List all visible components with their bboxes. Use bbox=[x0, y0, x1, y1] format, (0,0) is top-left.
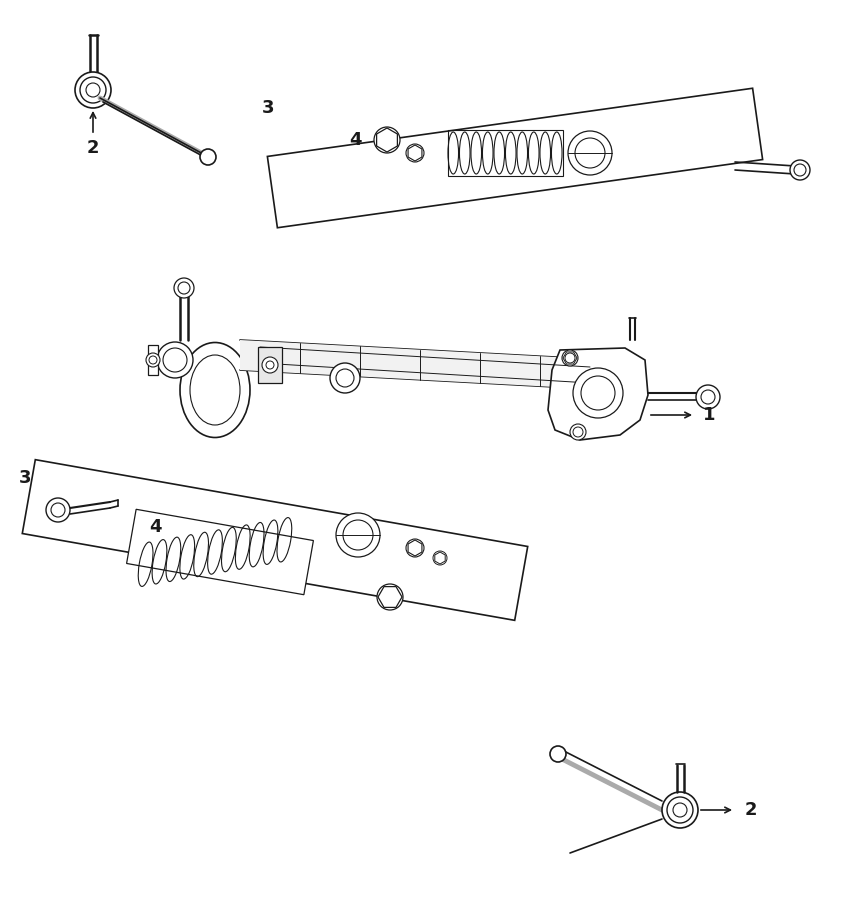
Circle shape bbox=[330, 363, 360, 393]
Circle shape bbox=[550, 746, 566, 762]
Text: 3: 3 bbox=[261, 99, 274, 117]
Text: 4: 4 bbox=[349, 131, 362, 149]
Circle shape bbox=[406, 539, 424, 557]
Circle shape bbox=[336, 513, 380, 557]
Circle shape bbox=[377, 584, 403, 610]
Circle shape bbox=[433, 551, 447, 565]
Circle shape bbox=[573, 368, 623, 418]
Circle shape bbox=[662, 792, 698, 828]
Polygon shape bbox=[240, 340, 610, 390]
Circle shape bbox=[406, 144, 424, 162]
Circle shape bbox=[262, 357, 278, 373]
Text: 2: 2 bbox=[745, 801, 758, 819]
Polygon shape bbox=[267, 88, 763, 228]
Circle shape bbox=[75, 72, 111, 108]
Circle shape bbox=[568, 131, 612, 175]
Polygon shape bbox=[258, 347, 282, 383]
Circle shape bbox=[374, 127, 400, 153]
Circle shape bbox=[200, 149, 216, 165]
Text: 4: 4 bbox=[148, 518, 161, 536]
Circle shape bbox=[570, 424, 586, 440]
Circle shape bbox=[146, 353, 160, 367]
Text: 1: 1 bbox=[703, 406, 716, 424]
Polygon shape bbox=[148, 345, 158, 375]
Text: 2: 2 bbox=[87, 139, 99, 157]
Polygon shape bbox=[22, 460, 528, 620]
Circle shape bbox=[790, 160, 810, 180]
Circle shape bbox=[562, 350, 578, 366]
Polygon shape bbox=[126, 509, 314, 595]
Polygon shape bbox=[548, 348, 648, 440]
Circle shape bbox=[174, 278, 194, 298]
Circle shape bbox=[696, 385, 720, 409]
Ellipse shape bbox=[180, 343, 250, 437]
Circle shape bbox=[157, 342, 193, 378]
Circle shape bbox=[46, 498, 70, 522]
Text: 3: 3 bbox=[19, 469, 31, 487]
